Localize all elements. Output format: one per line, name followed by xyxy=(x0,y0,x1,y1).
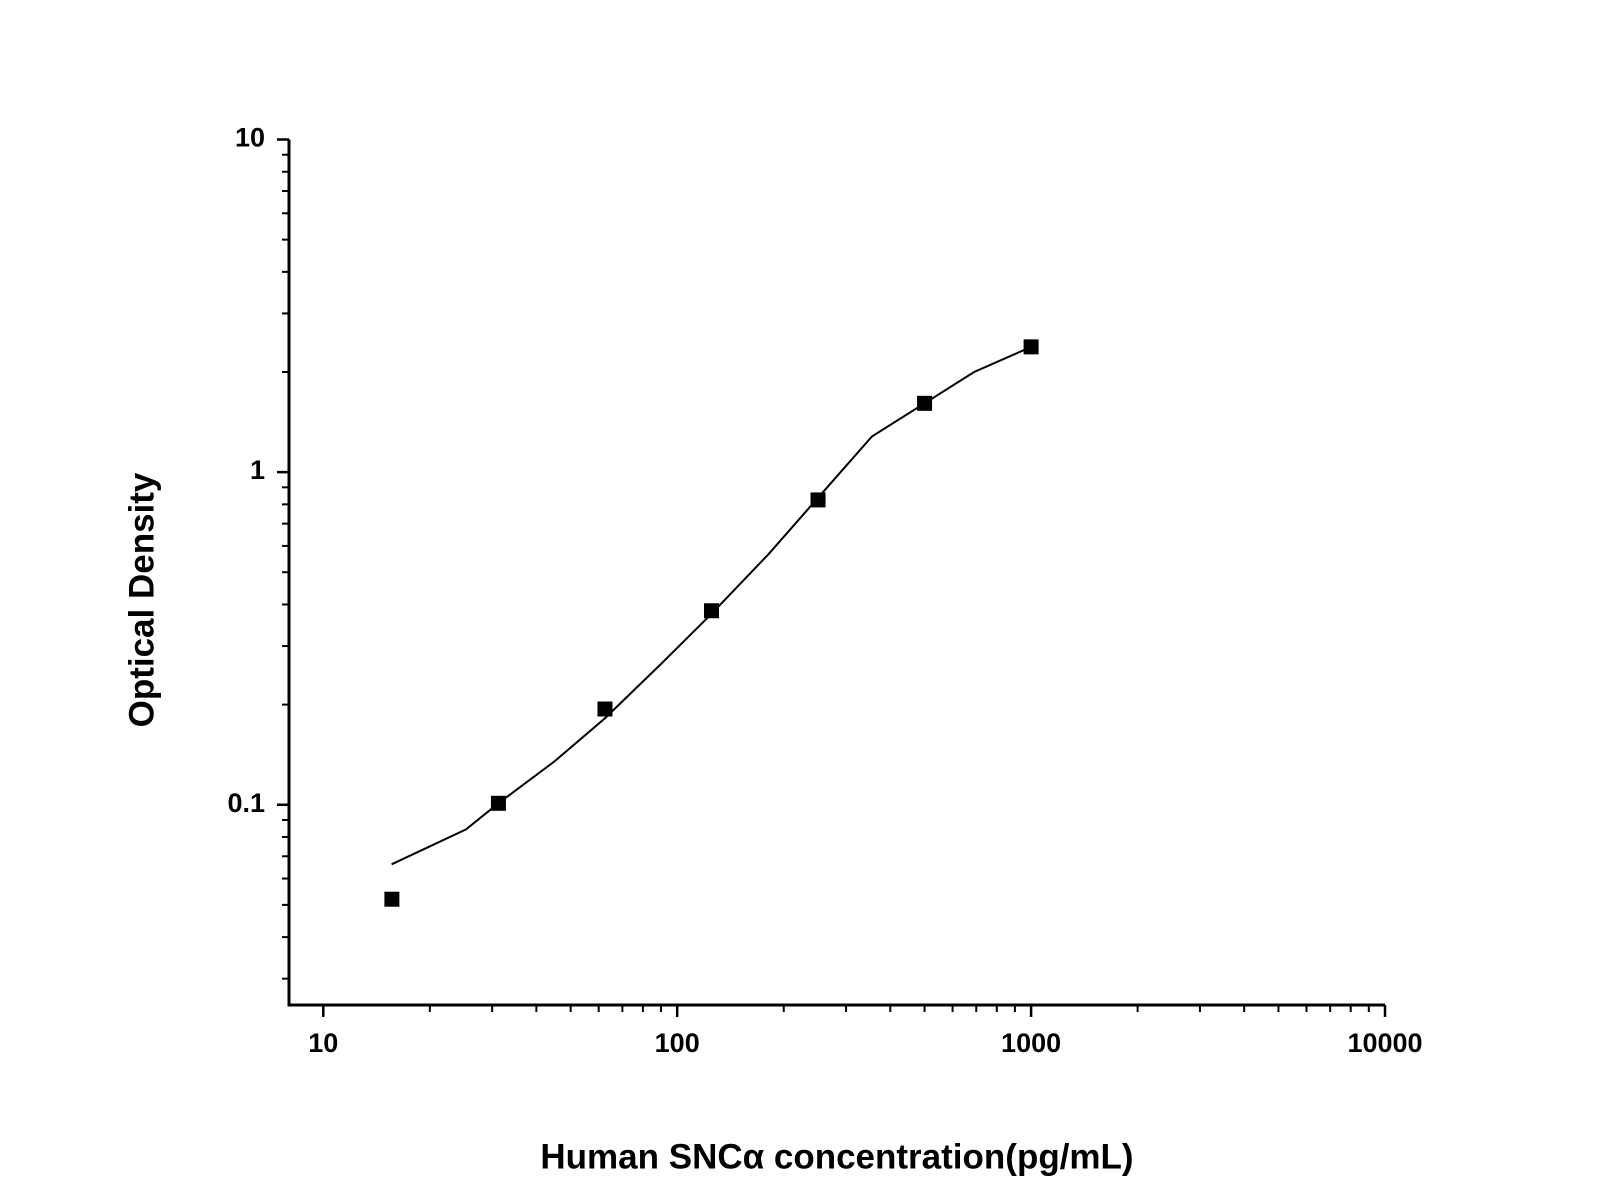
x-tick-label: 100 xyxy=(655,1028,700,1058)
y-tick-label: 0.1 xyxy=(227,788,265,818)
x-tick-label: 1000 xyxy=(1001,1028,1061,1058)
x-tick-label: 10000 xyxy=(1347,1028,1422,1058)
x-axis-title: Human SNCα concentration(pg/mL) xyxy=(540,1137,1133,1176)
data-point xyxy=(597,701,613,717)
y-axis-title: Optical Density xyxy=(122,472,161,727)
y-tick-label: 10 xyxy=(235,123,265,153)
y-tick-label: 1 xyxy=(250,455,265,485)
data-point xyxy=(384,891,400,907)
data-point xyxy=(1023,339,1039,355)
data-point xyxy=(810,492,826,508)
fit-curve xyxy=(391,345,1032,866)
data-point xyxy=(703,603,719,619)
x-tick-label: 10 xyxy=(308,1028,338,1058)
